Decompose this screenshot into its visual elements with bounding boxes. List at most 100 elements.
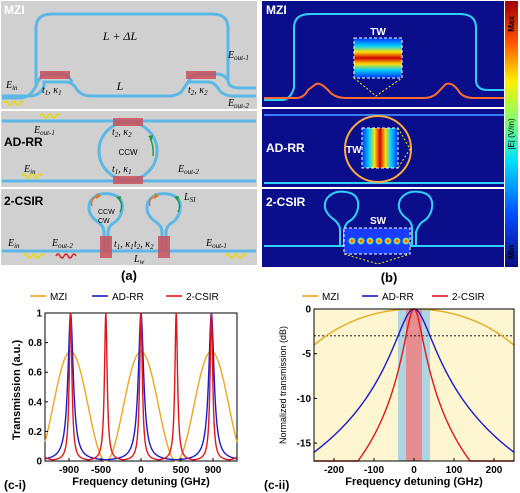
x-tick-label: -900 bbox=[59, 465, 79, 476]
ccw-arrow-icon bbox=[148, 135, 153, 140]
x-ticks-c-i: -900 -500 0 500 900 bbox=[59, 458, 222, 476]
legend-c-i: MZI AD-RR 2-CSIR bbox=[30, 292, 219, 303]
adrr-ein-label: Ein bbox=[23, 164, 36, 176]
x-tick-label: 900 bbox=[205, 465, 222, 476]
tw-label-1: TW bbox=[370, 27, 386, 38]
y-tick-label: 1 bbox=[36, 309, 42, 320]
upper-arm-label: L + ΔL bbox=[102, 29, 138, 43]
panel-b-label: (b) bbox=[381, 270, 398, 285]
cw-arrow-icon-1 bbox=[96, 193, 101, 199]
series-c-i bbox=[44, 312, 238, 462]
cw-arrow-icon-2 bbox=[154, 193, 159, 199]
y-ticks-c-ii: 0 -5 -10 -15 bbox=[297, 305, 317, 450]
y-tick-label: -15 bbox=[297, 439, 312, 450]
x-tick-label: 0 bbox=[138, 465, 144, 476]
mzi-tw-inset bbox=[353, 37, 403, 79]
csir-ein-label: Ein bbox=[7, 238, 20, 250]
adrr-coupler-1-label: t1, κ1 bbox=[112, 164, 132, 176]
map-adrr-title: AD-RR bbox=[266, 141, 305, 155]
colorbar-max: Max bbox=[507, 16, 516, 32]
y-tick-label: 0.4 bbox=[28, 397, 42, 408]
adrr-field-ring bbox=[344, 115, 412, 183]
adrr-eout2-label: Eout-2 bbox=[177, 164, 199, 176]
adrr-tw-inset bbox=[361, 127, 399, 169]
y-tick-label: 0 bbox=[305, 305, 311, 316]
csir-loop-1 bbox=[87, 192, 124, 251]
ylabel-c-i: Transmission (a.u.) bbox=[11, 340, 23, 441]
csir-ccw-label: CCW bbox=[98, 209, 115, 216]
map-mzi-title: MZI bbox=[266, 3, 287, 17]
y-tick-label: 0.2 bbox=[28, 427, 42, 438]
y-tick-label: -5 bbox=[302, 349, 311, 360]
x-tick-label: 100 bbox=[446, 465, 463, 476]
csir-coupler-2-label: t2, κ2 bbox=[134, 239, 154, 251]
panel-a: MZI L + ΔL L Ein t1, κ1 t2, κ2 Eout-1 Eo… bbox=[1, 1, 257, 283]
x-tick-label: -500 bbox=[91, 465, 111, 476]
x-tick-label: 0 bbox=[411, 465, 417, 476]
y-tick-label: -10 bbox=[297, 394, 312, 405]
y-ticks-c-i: 0 0.2 0.4 0.6 0.8 1 bbox=[28, 309, 48, 468]
colorbar-min: Min bbox=[507, 245, 516, 259]
legend-adrr-label-2: AD-RR bbox=[382, 292, 414, 303]
csir-loop-2 bbox=[145, 192, 182, 251]
series-mzi-c-i bbox=[44, 350, 238, 462]
x-ticks-c-ii: -200 -100 0 100 200 bbox=[324, 458, 503, 476]
mzi-upper-arm bbox=[2, 12, 256, 100]
lw-label: Lw bbox=[133, 254, 145, 266]
mzi-background bbox=[1, 1, 257, 109]
adrr-coupler-2-label: t2, κ2 bbox=[112, 127, 132, 139]
legend-adrr-label: AD-RR bbox=[112, 292, 144, 303]
panel-b: TW MZI TW AD-RR SW 2-CSIR Max Min |E| (V… bbox=[262, 1, 518, 285]
lower-arm-label: L bbox=[116, 79, 124, 93]
chart-c-i: MZI AD-RR 2-CSIR 0 0.2 0.4 0.6 0.8 1 -900 -500… bbox=[4, 292, 238, 492]
adrr-schematic: AD-RR CCW t2, κ2 t1, κ1 Eout-1 Ein Eout-… bbox=[1, 111, 257, 187]
csir-schematic: 2-CSIR CCW CW LSI Lw t1, κ1 t2, κ2 Ein E… bbox=[1, 189, 257, 266]
ccw-arrow-icon-2 bbox=[174, 196, 179, 201]
mzi-lower-arm bbox=[2, 80, 256, 98]
chart-c-ii: MZI AD-RR 2-CSIR 0 -5 -10 -15 -200 -100 0 100 2… bbox=[264, 292, 515, 492]
xlabel-c-ii: Frequency detuning (GHz) bbox=[345, 476, 483, 488]
legend-mzi-label-2: MZI bbox=[322, 292, 339, 303]
colorbar-label: |E| (V/m) bbox=[507, 118, 516, 150]
y-tick-label: 0.8 bbox=[28, 338, 42, 349]
map-csir-title: 2-CSIR bbox=[266, 195, 306, 209]
x-tick-label: 200 bbox=[486, 465, 503, 476]
y-tick-label: 0.6 bbox=[28, 368, 42, 379]
panel-c-ii-label: (c-ii) bbox=[264, 478, 289, 492]
mzi-ein-label: Ein bbox=[5, 80, 18, 92]
csir-cw-label: CW bbox=[98, 218, 110, 225]
csir-eout1-label: Eout-1 bbox=[205, 238, 227, 250]
ylabel-c-ii: Normalized transmission (dB) bbox=[278, 326, 288, 444]
adrr-eout1-label: Eout-1 bbox=[33, 125, 55, 137]
csir-bandwidth-band bbox=[406, 309, 422, 461]
x-tick-label: -100 bbox=[364, 465, 384, 476]
mzi-coupler-2-label: t2, κ2 bbox=[188, 85, 208, 97]
panel-c-i-label: (c-i) bbox=[4, 478, 26, 492]
x-tick-label: 500 bbox=[173, 465, 190, 476]
csir-title: 2-CSIR bbox=[4, 194, 44, 208]
x-tick-label: -200 bbox=[324, 465, 344, 476]
csir-coupler-1-label: t1, κ1 bbox=[114, 239, 134, 251]
legend-mzi-label: MZI bbox=[50, 292, 67, 303]
csir-eout2-label: Eout-2 bbox=[51, 238, 73, 250]
tw-label-2: TW bbox=[346, 145, 362, 156]
standing-wave-dots bbox=[348, 237, 410, 245]
legend-csir-label-2: 2-CSIR bbox=[452, 292, 485, 303]
mzi-field-lower bbox=[264, 82, 504, 99]
mzi-schematic: MZI L + ΔL L Ein t1, κ1 t2, κ2 Eout-1 Eo… bbox=[1, 1, 257, 110]
mzi-coupler-1 bbox=[40, 71, 70, 79]
colorbar bbox=[505, 1, 518, 267]
legend-csir-label: 2-CSIR bbox=[186, 292, 219, 303]
ccw-arrow-icon-1 bbox=[116, 196, 121, 201]
lsi-label: LSI bbox=[183, 192, 196, 204]
adrr-ccw-label: CCW bbox=[118, 148, 138, 157]
mzi-field-upper bbox=[264, 13, 504, 101]
adrr-title: AD-RR bbox=[4, 135, 43, 149]
mzi-eout1-label: Eout-1 bbox=[227, 50, 249, 62]
series-2-csir-c-i bbox=[44, 312, 238, 461]
mzi-eout2-label: Eout-2 bbox=[227, 98, 249, 110]
mzi-title: MZI bbox=[4, 3, 25, 17]
panel-a-label: (a) bbox=[121, 268, 137, 283]
mzi-coupler-1-label: t1, κ1 bbox=[42, 85, 62, 97]
